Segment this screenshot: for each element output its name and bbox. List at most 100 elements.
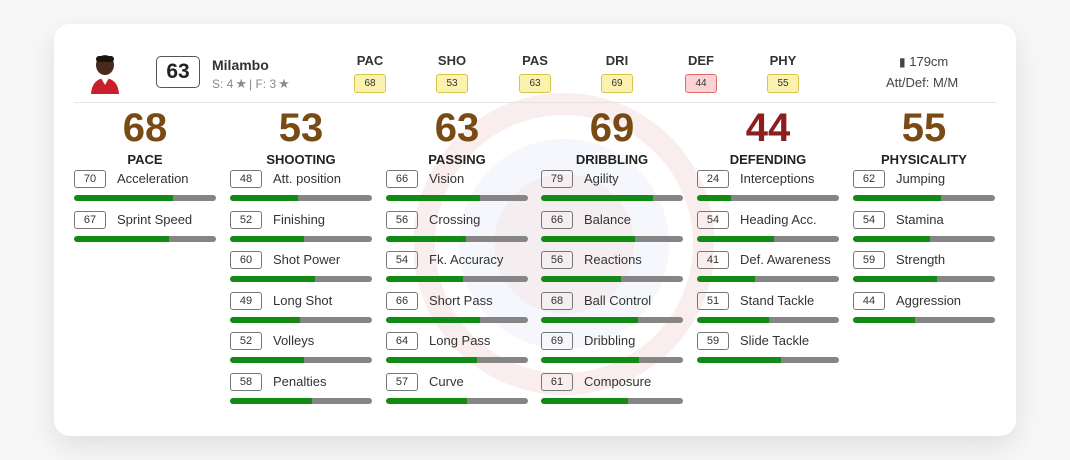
- stat-value: 61: [541, 372, 573, 391]
- stat-row: 66 Vision: [386, 170, 528, 211]
- stat-value: 69: [541, 332, 573, 351]
- category-rating: 69: [589, 106, 635, 150]
- summary-label: PHY: [769, 53, 797, 68]
- stat-bar: [853, 195, 995, 201]
- stat-row: 68 Ball Control: [541, 291, 683, 333]
- stat-bar: [230, 357, 372, 364]
- stat-bar: [541, 195, 683, 201]
- stat-name: Sprint Speed: [117, 211, 193, 227]
- stat-bar-fill: [386, 357, 477, 364]
- stat-bar: [697, 276, 839, 283]
- weak-foot-text: | F: 3: [249, 77, 277, 91]
- stat-bar: [541, 357, 683, 364]
- stat-name: Interceptions: [740, 171, 815, 186]
- stat-bar: [541, 397, 683, 404]
- category-name: DRIBBLING: [575, 152, 649, 167]
- overall-rating: 63: [156, 56, 200, 88]
- stat-bar-fill: [697, 316, 770, 323]
- player-name[interactable]: Milambo: [212, 57, 269, 73]
- stat-bar: [230, 195, 372, 201]
- stat-name: Slide Tackle: [740, 333, 810, 349]
- stat-value: 41: [697, 251, 729, 270]
- summary-phy: PHY 55: [760, 53, 806, 93]
- stat-value: 70: [74, 170, 106, 188]
- stat-bar: [386, 316, 528, 323]
- category-name: DEFENDING: [729, 152, 807, 167]
- stat-row: 52 Volleys: [230, 332, 372, 373]
- stat-value: 79: [541, 170, 573, 188]
- stat-row: 44 Aggression: [853, 291, 995, 333]
- skill-star-icon: ★: [235, 76, 248, 91]
- stat-row: 51 Stand Tackle: [697, 291, 839, 333]
- stat-bar: [541, 235, 683, 242]
- stat-bar-fill: [541, 195, 654, 201]
- category-name: SHOOTING: [266, 152, 336, 167]
- stat-bar: [697, 316, 839, 323]
- stat-bar-fill: [541, 397, 628, 404]
- category-rating: 44: [745, 106, 791, 150]
- stat-bar-fill: [230, 235, 304, 242]
- stat-row: 70 Acceleration: [74, 170, 216, 211]
- category-name: PACE: [127, 152, 163, 167]
- stat-name: Aggression: [896, 292, 962, 308]
- stat-row: 66 Balance: [541, 210, 683, 252]
- skill-foot-info: S: 4 ★ | F: 3 ★: [212, 76, 290, 92]
- stat-name: Vision: [429, 171, 465, 186]
- stat-row: 79 Agility: [541, 170, 683, 211]
- height-icon: ▮: [899, 55, 906, 69]
- stat-bar-fill: [853, 195, 942, 201]
- stat-row: 52 Finishing: [230, 210, 372, 252]
- foot-star-icon: ★: [278, 76, 290, 91]
- stat-row: 41 Def. Awareness: [697, 251, 839, 292]
- stat-bar-fill: [74, 235, 170, 242]
- stat-column-physicality: 55 PHYSICALITY 62 Jumping 54 Stamina 59 Strengt…: [853, 104, 995, 332]
- stat-value: 60: [230, 251, 262, 270]
- stat-bar-fill: [386, 195, 480, 201]
- stat-bar: [74, 195, 216, 201]
- stat-row: 60 Shot Power: [230, 251, 372, 292]
- stat-value: 54: [697, 210, 729, 229]
- stat-name: Penalties: [273, 373, 327, 389]
- stat-name: Stand Tackle: [740, 292, 815, 308]
- stat-value: 59: [853, 251, 885, 270]
- summary-def: DEF 44: [678, 53, 724, 93]
- stat-value: 54: [853, 210, 885, 229]
- stat-value: 44: [853, 291, 885, 310]
- stat-row: 64 Long Pass: [386, 332, 528, 373]
- stat-row: 56 Reactions: [541, 251, 683, 292]
- stat-value: 51: [697, 291, 729, 310]
- stat-row: 61 Composure: [541, 372, 683, 414]
- stat-column-defending: 44 DEFENDING 24 Interceptions 54 Heading Acc.…: [697, 104, 839, 373]
- stat-name: Dribbling: [584, 333, 636, 349]
- summary-badge: 63: [519, 74, 551, 93]
- stat-column-dribbling: 69 DRIBBLING 79 Agility 66 Balance 56 Reactions…: [541, 104, 683, 414]
- stat-name: Balance: [584, 211, 631, 227]
- stat-bar-fill: [386, 316, 480, 323]
- stat-column-passing: 63 PASSING 66 Vision 56 Crossing 54 Fk. Accurac…: [386, 104, 528, 414]
- player-card: 63 Milambo S: 4 ★ | F: 3 ★ PAC 68 SHO 53 PAS…: [54, 24, 1016, 436]
- stat-name: Crossing: [429, 211, 481, 227]
- stat-value: 58: [230, 372, 262, 391]
- stat-value: 67: [74, 210, 106, 229]
- stat-bar-fill: [853, 316, 916, 323]
- stat-value: 66: [386, 291, 418, 310]
- stat-value: 64: [386, 332, 418, 351]
- summary-badge: 68: [354, 74, 386, 93]
- stat-name: Def. Awareness: [740, 252, 831, 268]
- stat-value: 66: [541, 210, 573, 229]
- skill-moves-text: S: 4: [212, 77, 234, 91]
- summary-badge: 69: [601, 74, 633, 93]
- summary-sho: SHO 53: [429, 53, 475, 93]
- stat-value: 49: [230, 291, 262, 310]
- stat-name: Jumping: [896, 171, 946, 186]
- stat-name: Agility: [584, 171, 619, 186]
- summary-label: PAC: [356, 53, 384, 68]
- stat-name: Curve: [429, 373, 464, 389]
- stat-row: 57 Curve: [386, 372, 528, 414]
- stat-bar-fill: [697, 195, 732, 201]
- stat-value: 52: [230, 332, 262, 351]
- stat-value: 68: [541, 291, 573, 310]
- summary-label: PAS: [522, 53, 548, 68]
- stat-bar-fill: [230, 397, 313, 404]
- stat-bar: [541, 316, 683, 323]
